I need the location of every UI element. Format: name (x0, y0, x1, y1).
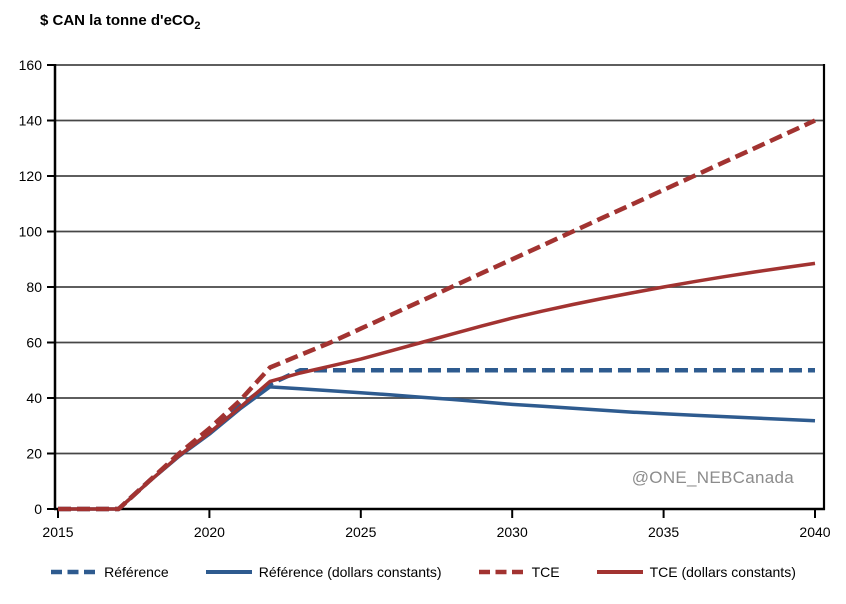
y-tick-label-80: 80 (26, 279, 42, 295)
legend-item-tce-constant: TCE (dollars constants) (596, 564, 796, 580)
x-tick-label-2030: 2030 (497, 524, 528, 540)
y-tick-label-160: 160 (19, 57, 43, 73)
x-tick-label-2015: 2015 (42, 524, 73, 540)
x-tick-label-2025: 2025 (345, 524, 376, 540)
series-tce-constant-line (58, 261, 816, 511)
series-tce-line (58, 118, 816, 512)
chart-title: $ CAN la tonne d'eCO2 (40, 12, 201, 32)
series-reference-line (58, 368, 815, 512)
legend-line-sample-reference-constant (205, 570, 252, 574)
legend-label-reference-constant: Référence (dollars constants) (258, 564, 442, 580)
legend-line-sample-tce (478, 569, 525, 575)
series-reference-constant-line (58, 385, 816, 511)
legend-label-tce-constant: TCE (dollars constants) (649, 564, 796, 580)
legend-item-reference: Référence (50, 564, 169, 580)
y-tick-label-120: 120 (19, 168, 43, 184)
legend-label-reference: Référence (104, 564, 169, 580)
x-tick-label-2020: 2020 (194, 524, 225, 540)
y-tick-label-100: 100 (19, 224, 43, 240)
legend-item-reference-constant: Référence (dollars constants) (205, 564, 442, 580)
legend-label-tce: TCE (531, 564, 560, 580)
chart-title-subscript: 2 (194, 20, 201, 32)
y-tick-label-40: 40 (26, 390, 42, 406)
legend-line-sample-reference (51, 569, 98, 575)
chart-title-text: $ CAN la tonne d'eCO (40, 12, 195, 29)
y-tick-label-20: 20 (26, 446, 42, 462)
x-tick-label-2035: 2035 (648, 524, 679, 540)
chart-legend: Référence Référence (dollars constants) TC… (0, 564, 846, 580)
y-tick-label-60: 60 (26, 335, 42, 351)
y-tick-label-0: 0 (34, 501, 42, 517)
watermark-text: @ONE_NEBCanada (631, 468, 794, 487)
legend-line-sample-tce-constant (596, 570, 643, 574)
legend-item-tce: TCE (478, 564, 560, 580)
x-tick-label-2040: 2040 (799, 524, 830, 540)
y-tick-label-140: 140 (19, 113, 43, 129)
